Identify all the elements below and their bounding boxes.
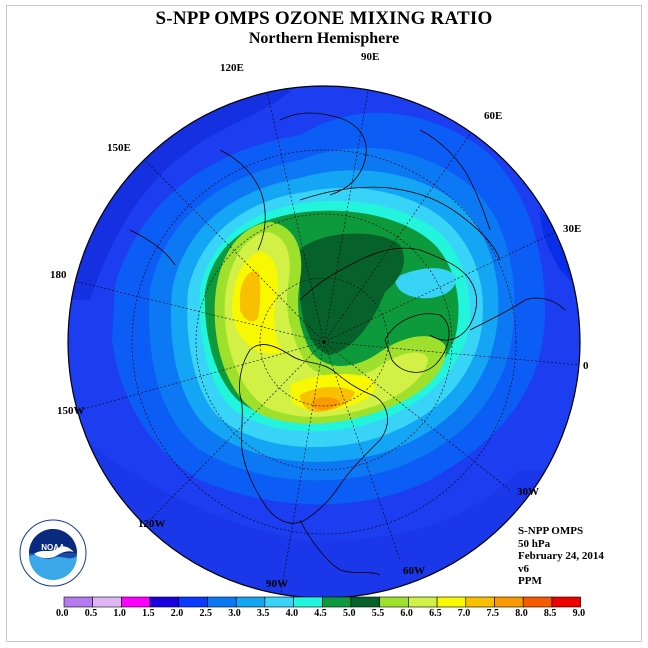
colorbar-swatch bbox=[92, 596, 122, 608]
colorbar-tick-label: 3.5 bbox=[256, 608, 270, 619]
lon-label-30w: 30W bbox=[517, 486, 539, 498]
colorbar-tick-label: 6.5 bbox=[429, 608, 442, 619]
lon-label-30e: 30E bbox=[563, 223, 582, 235]
lon-label-120w: 120W bbox=[138, 518, 166, 530]
colorbar-swatch bbox=[350, 596, 381, 608]
colorbar-tick-label: 1.0 bbox=[113, 608, 126, 619]
colorbar-swatch bbox=[149, 596, 180, 608]
colorbar-tick-label: 2.5 bbox=[199, 608, 213, 619]
colorbar-tick-label: 4.5 bbox=[314, 608, 327, 619]
lon-label-120e: 120E bbox=[220, 62, 244, 74]
lon-label-60e: 60E bbox=[484, 110, 503, 122]
colorbar-tick-label: 0.5 bbox=[84, 608, 98, 619]
colorbar-tick-label: 0.0 bbox=[56, 608, 69, 619]
colorbar-swatch bbox=[408, 596, 438, 608]
colorbar-swatch bbox=[551, 596, 581, 608]
colorbar-tick-label: 8.5 bbox=[543, 608, 557, 619]
colorbar-tick-label: 4.0 bbox=[285, 608, 299, 619]
colorbar-swatch bbox=[379, 596, 409, 608]
lon-label-180: 180 bbox=[50, 269, 67, 281]
page-subtitle: Northern Hemisphere bbox=[248, 30, 400, 47]
colorbar-swatch bbox=[494, 596, 524, 608]
lon-label-150w: 150W bbox=[57, 405, 85, 417]
colorbar-tick-label: 7.0 bbox=[457, 608, 471, 619]
colorbar-swatch bbox=[465, 596, 495, 608]
colorbar-swatch bbox=[63, 596, 94, 608]
info-instrument: S-NPP OMPS bbox=[518, 525, 584, 537]
colorbar-tick-label: 9.0 bbox=[572, 608, 586, 619]
colorbar-swatch bbox=[264, 596, 294, 608]
page-frame bbox=[6, 5, 642, 642]
colorbar-swatch bbox=[293, 596, 323, 608]
lon-label-0: 0 bbox=[583, 360, 589, 372]
lon-label-150e: 150E bbox=[107, 142, 131, 154]
colorbar-swatch bbox=[207, 596, 237, 608]
lon-label-90e: 90E bbox=[361, 51, 380, 63]
lon-label-60w: 60W bbox=[403, 565, 425, 577]
info-date: February 24, 2014 bbox=[518, 550, 604, 562]
noaa-logo: NOAA bbox=[19, 519, 87, 587]
colorbar-swatch bbox=[522, 596, 553, 608]
colorbar-swatch bbox=[121, 596, 151, 608]
colorbar-tick-label: 3.0 bbox=[228, 608, 241, 619]
page-title: S-NPP OMPS OZONE MIXING RATIO bbox=[155, 8, 493, 29]
colorbar-swatch bbox=[321, 596, 352, 608]
colorbar-tick-label: 8.0 bbox=[515, 608, 528, 619]
info-version: v6 bbox=[518, 562, 529, 575]
colorbar-tick-label: 5.0 bbox=[343, 608, 356, 619]
info-level: 50 hPa bbox=[518, 537, 551, 550]
coastlines bbox=[129, 112, 566, 576]
lon-label-90w: 90W bbox=[266, 578, 288, 590]
info-units: PPM bbox=[518, 575, 542, 587]
colorbar-swatches bbox=[63, 596, 581, 608]
info-block: S-NPP OMPS 50 hPa February 24, 2014 v6 P… bbox=[518, 525, 604, 588]
colorbar-swatch bbox=[178, 596, 208, 608]
colorbar-tick-label: 6.0 bbox=[400, 608, 413, 619]
graticule bbox=[69, 86, 580, 598]
colorbar-tick-label: 1.5 bbox=[142, 608, 155, 619]
colorbar-tick-label: 5.5 bbox=[371, 608, 385, 619]
colorbar-swatch bbox=[436, 596, 467, 608]
logo-text: NOAA bbox=[41, 543, 65, 552]
colorbar-tick-label: 7.5 bbox=[486, 608, 500, 619]
colorbar-tick-label: 2.0 bbox=[170, 608, 184, 619]
colorbar-swatch bbox=[235, 596, 266, 608]
